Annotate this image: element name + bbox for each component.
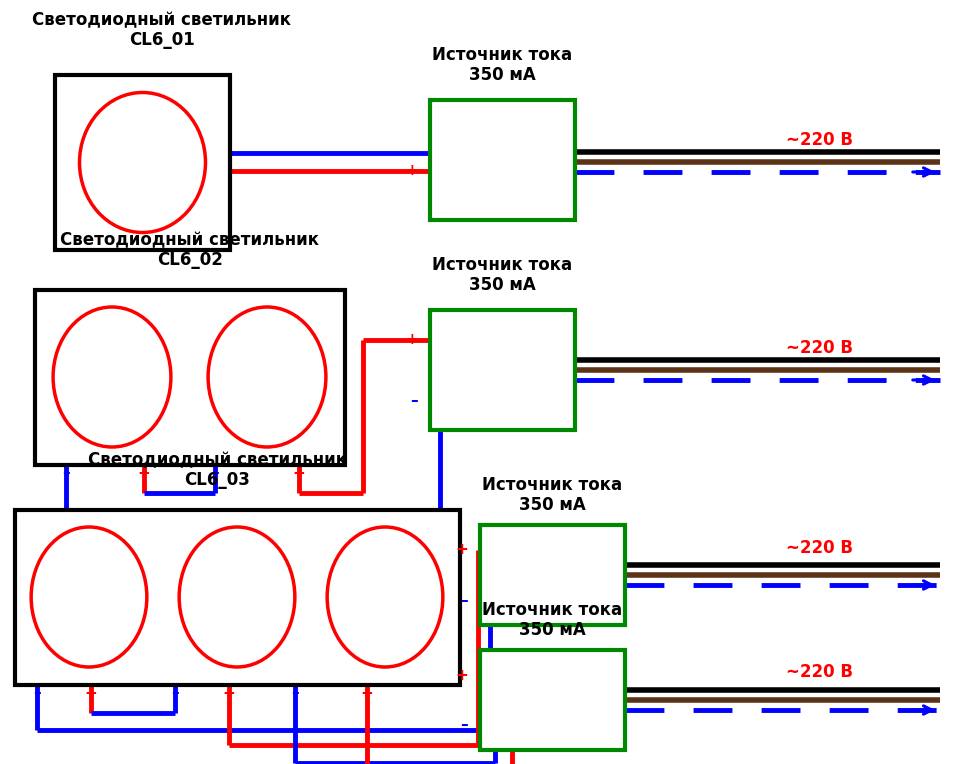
Text: –: – [410,145,418,160]
Text: CL6_02: CL6_02 [157,251,223,269]
Ellipse shape [327,527,443,667]
Text: 350 мА: 350 мА [468,66,536,84]
Text: –: – [461,593,468,607]
Text: +: + [137,465,150,481]
Text: +: + [292,465,305,481]
Text: ~220 В: ~220 В [786,131,853,149]
Text: Источник тока: Источник тока [431,46,572,64]
Ellipse shape [31,527,147,667]
Bar [15,510,460,685]
Text: CL6_01: CL6_01 [130,31,195,49]
Text: Источник тока: Источник тока [431,256,572,274]
Text: +: + [85,685,97,701]
Text: CL6_03: CL6_03 [184,471,250,489]
Text: –: – [461,717,468,733]
Text: +: + [405,163,418,178]
Ellipse shape [54,307,170,447]
Text: –: – [410,393,418,407]
Text: +: + [405,332,418,348]
Text: +: + [360,685,373,701]
Text: –: – [291,685,299,701]
Text: 350 мА: 350 мА [468,276,536,294]
Text: ~220 В: ~220 В [786,663,853,681]
Text: Светодиодный светильник: Светодиодный светильник [88,451,347,469]
Text: Источник тока: Источник тока [482,601,622,619]
Text: ~220 В: ~220 В [786,339,853,357]
Bar [430,310,575,430]
Text: +: + [455,668,468,682]
Text: –: – [171,685,179,701]
Bar [480,525,625,625]
Text: –: – [33,685,41,701]
Bar [35,290,345,465]
Text: Светодиодный светильник: Светодиодный светильник [32,11,291,29]
Text: Источник тока: Источник тока [482,476,622,494]
Ellipse shape [80,92,206,232]
Bar [430,100,575,220]
Bar [55,75,230,250]
Ellipse shape [208,307,326,447]
Text: 350 мА: 350 мА [518,496,585,514]
Text: –: – [62,465,70,481]
Text: 350 мА: 350 мА [518,621,585,639]
Text: +: + [455,542,468,558]
Text: –: – [211,465,219,481]
Text: ~220 В: ~220 В [786,539,853,557]
Ellipse shape [179,527,295,667]
Text: +: + [222,685,235,701]
Text: Светодиодный светильник: Светодиодный светильник [60,231,319,249]
Bar [480,650,625,750]
